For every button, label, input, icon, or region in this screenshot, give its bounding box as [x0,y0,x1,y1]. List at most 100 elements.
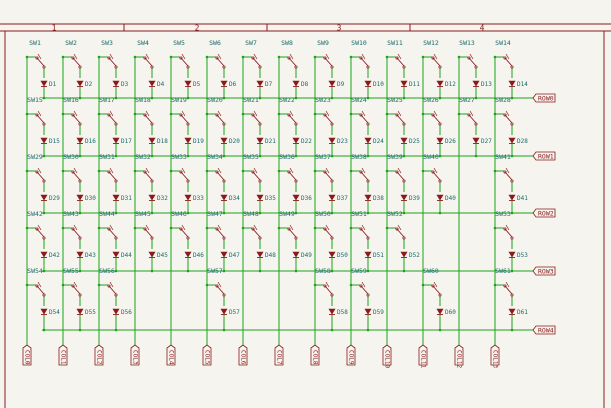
switch-label: SW19 [171,96,187,104]
switch-label: SW8 [281,39,293,47]
diode-symbol [40,308,48,315]
junction-dot [366,211,370,215]
junction-dot [186,96,190,100]
row-net-label-box [532,325,556,335]
column-net-label: COL3 [132,350,139,365]
junction-dot [78,211,82,215]
junction-dot [169,169,173,173]
switch-label: SW41 [495,153,511,161]
row-net-label: ROW0 [538,95,554,103]
switch-contact [330,293,334,297]
diode-symbol [148,251,156,258]
switch-contact [143,227,147,231]
switch-lever [144,57,153,67]
switch-label: SW15 [27,96,43,104]
switch-contact [42,236,46,240]
diode-label: D9 [337,81,345,88]
switch-label: SW50 [315,210,331,218]
junction-dot [493,55,497,59]
switch-contact [114,122,118,126]
switch-lever [432,171,441,181]
switch-actuator [73,167,78,174]
diode-label: D15 [49,138,60,145]
junction-dot [421,55,425,59]
switch-contact [78,236,82,240]
junction-dot [438,154,442,158]
row-net-label-box [532,93,556,103]
switch-contact [107,170,111,174]
junction-dot [25,55,29,59]
switch-label: SW58 [315,267,331,275]
column-net-label-box [274,344,284,366]
junction-dot [349,169,353,173]
switch-actuator [73,53,78,60]
diode-label: D58 [337,309,348,316]
sheet-frame: 1 2 3 4 [0,23,611,408]
switch-contact [251,113,255,117]
switch-lever [360,285,369,295]
junction-dot [186,154,190,158]
switch-contact [78,65,82,69]
junction-dot [510,154,514,158]
diode-symbol [40,80,48,87]
junction-dot [97,169,101,173]
junction-dot [493,226,497,230]
switch-contact [503,56,507,60]
row-net-label: ROW4 [538,327,554,335]
diode-label: D48 [265,252,276,259]
junction-dot [78,154,82,158]
switch-actuator [181,53,186,60]
switch-contact [186,122,190,126]
junction-dot [313,226,317,230]
row-net-label-box [532,266,556,276]
switch-contact [42,179,46,183]
diode-symbol [364,137,372,144]
switch-lever [396,114,405,124]
net-label-layer: ROW0 ROW1 ROW2 ROW3 ROW4 COL0 COL1 COL2 COL3 COL4… [22,93,556,368]
junction-dot [493,112,497,116]
diode-label: D25 [409,138,420,145]
junction-dot [349,55,353,59]
diode-label: D37 [337,195,348,202]
diode-symbol [40,251,48,258]
junction-dot [42,328,46,332]
switch-contact [438,293,442,297]
switch-label: SW17 [99,96,115,104]
junction-dot [330,211,334,215]
switch-label: SW55 [63,267,79,275]
junction-dot [349,283,353,287]
switch-lever [504,114,513,124]
junction-dot [294,96,298,100]
switch-actuator [397,110,402,117]
diode-symbol [436,80,444,87]
junction-dot [186,269,190,273]
diode-label: D50 [337,252,348,259]
switch-actuator [253,53,258,60]
junction-dot [222,269,226,273]
switch-label: SW38 [351,153,367,161]
junction-dot [294,269,298,273]
switch-contact [510,122,514,126]
switch-lever [324,57,333,67]
switch-lever [216,57,225,67]
switch-lever [252,114,261,124]
switch-actuator [145,224,150,231]
junction-dot [313,169,317,173]
wire-layer [25,55,533,345]
switch-contact [287,56,291,60]
switch-label: SW46 [171,210,187,218]
switch-label: SW61 [495,267,511,275]
junction-dot [258,269,262,273]
diode-symbol [364,308,372,315]
diode-symbol [112,80,120,87]
switch-contact [251,170,255,174]
switch-actuator [505,224,510,231]
switch-contact [107,113,111,117]
switch-contact [294,122,298,126]
diode-symbol [508,251,516,258]
switch-lever [288,57,297,67]
junction-dot [205,55,209,59]
column-net-label: COL7 [276,350,283,365]
switch-contact [474,65,478,69]
diode-symbol [400,194,408,201]
